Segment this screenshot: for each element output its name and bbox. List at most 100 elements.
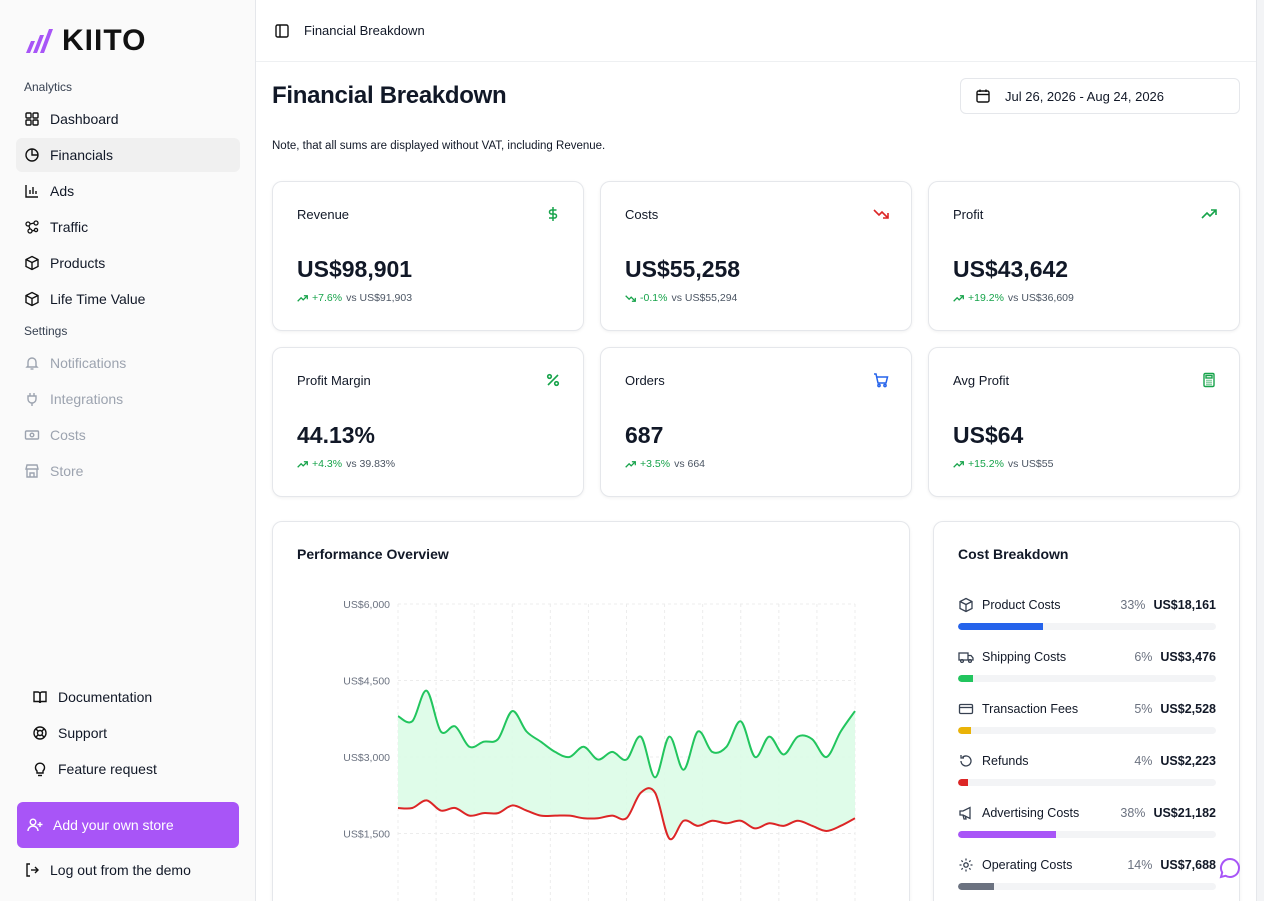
trending-down-icon bbox=[873, 206, 889, 222]
sidebar-item-traffic[interactable]: Traffic bbox=[16, 210, 240, 244]
cost-row-advertising-costs: Advertising Costs 38% US$21,182 bbox=[958, 804, 1216, 838]
cost-amount: US$21,182 bbox=[1153, 806, 1216, 820]
kpi-delta-value: +3.5% bbox=[640, 458, 671, 470]
kpi-card-avg-profit: Avg Profit US$64 +15.2% vs US$55 bbox=[928, 347, 1240, 497]
sidebar-item-products[interactable]: Products bbox=[16, 246, 240, 280]
cost-percent: 4% bbox=[1134, 754, 1153, 768]
chat-icon[interactable] bbox=[1218, 856, 1242, 880]
logout-label: Log out from the demo bbox=[50, 862, 191, 878]
sidebar-item-financials[interactable]: Financials bbox=[16, 138, 240, 172]
sidebar-item-label: Feature request bbox=[58, 761, 157, 777]
grid-icon bbox=[24, 111, 40, 127]
cost-bar-fill bbox=[958, 623, 1044, 630]
kpi-card-profit-margin: Profit Margin 44.13% +4.3% vs 39.83% bbox=[272, 347, 584, 497]
kpi-card-costs: Costs US$55,258 -0.1% vs US$55,294 bbox=[600, 181, 912, 331]
topbar: Financial Breakdown bbox=[256, 0, 1256, 62]
date-range-picker[interactable]: Jul 26, 2026 - Aug 24, 2026 bbox=[960, 78, 1240, 114]
sidebar-item-feature-request[interactable]: Feature request bbox=[24, 754, 157, 784]
calendar-icon bbox=[975, 88, 991, 104]
kpi-value: US$43,642 bbox=[953, 256, 1069, 282]
calculator-icon bbox=[1201, 372, 1217, 388]
kpi-delta-value: +15.2% bbox=[968, 458, 1004, 470]
breadcrumb: Financial Breakdown bbox=[304, 23, 425, 38]
y-tick-label: US$1,500 bbox=[343, 829, 390, 841]
store-icon bbox=[24, 463, 40, 479]
trending-up-icon bbox=[953, 460, 964, 468]
cost-bar-fill bbox=[958, 831, 1057, 838]
sidebar-item-life-time-value[interactable]: Life Time Value bbox=[16, 282, 240, 316]
cost-bar-fill bbox=[958, 727, 971, 734]
cost-bar-track bbox=[958, 831, 1216, 838]
kpi-value: US$64 bbox=[953, 422, 1024, 448]
page-title: Financial Breakdown bbox=[272, 82, 507, 109]
kpi-value: 44.13% bbox=[297, 422, 376, 448]
cost-percent: 6% bbox=[1134, 650, 1153, 664]
kpi-delta-value: +4.3% bbox=[312, 458, 343, 470]
user-plus-icon bbox=[27, 817, 43, 833]
cost-amount: US$2,528 bbox=[1160, 702, 1216, 716]
cost-bar-fill bbox=[958, 779, 969, 786]
cost-row-operating-costs: Operating Costs 14% US$7,688 bbox=[958, 856, 1216, 890]
sidebar-item-label: Store bbox=[50, 463, 84, 479]
sidebar-item-ads[interactable]: Ads bbox=[16, 174, 240, 208]
kpi-title: Costs bbox=[625, 207, 659, 222]
sidebar-item-dashboard[interactable]: Dashboard bbox=[16, 102, 240, 136]
cost-row-transaction-fees: Transaction Fees 5% US$2,528 bbox=[958, 700, 1216, 734]
sidebar-item-label: Ads bbox=[50, 183, 75, 199]
logout-icon bbox=[24, 862, 40, 878]
settings-section-label: Settings bbox=[24, 324, 68, 338]
cost-row-product-costs: Product Costs 33% US$18,161 bbox=[958, 596, 1216, 630]
sidebar-item-store[interactable]: Store bbox=[16, 454, 240, 488]
kpi-delta-value: +7.6% bbox=[312, 292, 343, 304]
sidebar-item-integrations[interactable]: Integrations bbox=[16, 382, 240, 416]
kpi-delta: +7.6% vs US$91,903 bbox=[297, 292, 412, 304]
credit-card-icon bbox=[958, 701, 974, 717]
kpi-card-revenue: Revenue US$98,901 +7.6% vs US$91,903 bbox=[272, 181, 584, 331]
cost-breakdown-panel: Cost Breakdown Product Costs 33% US$18,1… bbox=[933, 521, 1240, 901]
trending-down-icon bbox=[625, 294, 636, 302]
kpi-value: 687 bbox=[625, 422, 664, 448]
brand-logo[interactable]: KIITO bbox=[24, 24, 146, 58]
sidebar: KIITO Analytics Dashboard Financials Ads… bbox=[0, 0, 256, 901]
y-tick-label: US$4,500 bbox=[343, 676, 390, 688]
cost-label: Shipping Costs bbox=[982, 650, 1067, 664]
date-range-label: Jul 26, 2026 - Aug 24, 2026 bbox=[1005, 88, 1165, 104]
window-edge bbox=[1256, 0, 1264, 901]
add-store-label: Add your own store bbox=[53, 817, 174, 833]
profit-area bbox=[398, 690, 855, 839]
kpi-delta-value: +19.2% bbox=[968, 292, 1004, 304]
trending-up-icon bbox=[625, 460, 636, 468]
cost-label: Product Costs bbox=[982, 598, 1061, 612]
sidebar-item-label: Traffic bbox=[50, 219, 89, 235]
cost-bar-fill bbox=[958, 883, 995, 890]
kpi-title: Profit Margin bbox=[297, 373, 371, 388]
trending-up-icon bbox=[953, 294, 964, 302]
sidebar-item-label: Life Time Value bbox=[50, 291, 146, 307]
kpi-delta-compare: vs US$55,294 bbox=[671, 292, 738, 304]
sidebar-item-label: Notifications bbox=[50, 355, 127, 371]
refund-icon bbox=[958, 753, 974, 769]
pie-chart-icon bbox=[24, 147, 40, 163]
cost-label: Refunds bbox=[982, 754, 1029, 768]
add-store-button[interactable]: Add your own store bbox=[17, 802, 239, 848]
trending-up-icon bbox=[297, 294, 308, 302]
sidebar-item-notifications[interactable]: Notifications bbox=[16, 346, 240, 380]
kpi-delta-value: -0.1% bbox=[640, 292, 668, 304]
trending-up-icon bbox=[297, 460, 308, 468]
kpi-delta-compare: vs US$36,609 bbox=[1007, 292, 1074, 304]
cart-icon bbox=[873, 372, 889, 388]
sidebar-item-label: Costs bbox=[50, 427, 86, 443]
cost-percent: 33% bbox=[1120, 598, 1146, 612]
cost-row-shipping-costs: Shipping Costs 6% US$3,476 bbox=[958, 648, 1216, 682]
cost-percent: 14% bbox=[1127, 858, 1153, 872]
sidebar-item-documentation[interactable]: Documentation bbox=[24, 682, 152, 712]
sidebar-item-costs[interactable]: Costs bbox=[16, 418, 240, 452]
percent-icon bbox=[545, 372, 561, 388]
megaphone-icon bbox=[958, 805, 974, 821]
plug-icon bbox=[24, 391, 40, 407]
sidebar-toggle-icon[interactable] bbox=[274, 23, 290, 39]
cost-amount: US$3,476 bbox=[1160, 650, 1216, 664]
logout-button[interactable]: Log out from the demo bbox=[24, 855, 191, 885]
sidebar-item-support[interactable]: Support bbox=[24, 718, 107, 748]
network-icon bbox=[24, 219, 40, 235]
